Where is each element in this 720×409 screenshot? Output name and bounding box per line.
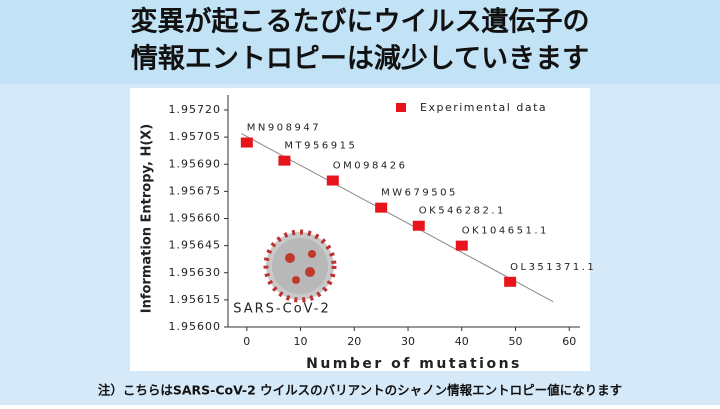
y-axis-label: Information Entropy, H(X) xyxy=(140,124,155,314)
x-tick-label: 30 xyxy=(401,335,415,348)
point-label: MN908947 xyxy=(247,123,321,134)
virus-spot xyxy=(308,250,316,258)
virus-spot xyxy=(292,276,300,284)
y-tick-label: 1.95720 xyxy=(169,103,222,116)
y-tick-label: 1.95690 xyxy=(169,157,222,170)
y-tick-label: 1.95645 xyxy=(169,239,222,252)
y-tick-label: 1.95630 xyxy=(169,266,222,279)
x-tick-label: 20 xyxy=(347,335,361,348)
point xyxy=(455,240,468,251)
footnote: 注）こちらはSARS-CoV-2 ウイルスのバリアントのシャノン情報エントロピー… xyxy=(98,383,622,398)
x-axis-label: Number of mutations xyxy=(306,356,522,372)
trend-line xyxy=(241,133,554,303)
legend-label: Experimental data xyxy=(420,101,547,114)
point xyxy=(412,220,425,231)
y-tick-label: 1.95660 xyxy=(169,212,222,225)
x-tick-label: 50 xyxy=(509,335,523,348)
virus-body xyxy=(272,238,328,294)
title-line: 情報エントロピーは減少していきます xyxy=(131,44,589,75)
point-label: MW679505 xyxy=(381,188,458,199)
point-label: OL351371.1 xyxy=(510,262,596,273)
annotation: SARS-CoV-2 xyxy=(233,302,331,317)
x-tick-label: 40 xyxy=(455,335,469,348)
point xyxy=(278,155,291,166)
legend-swatch xyxy=(396,103,406,112)
chart-panel xyxy=(130,88,590,371)
y-tick-label: 1.95675 xyxy=(169,184,222,197)
x-tick-label: 10 xyxy=(294,335,308,348)
point-label: OM098426 xyxy=(333,161,408,172)
virus-spot xyxy=(285,253,295,263)
point-label: OK104651.1 xyxy=(462,226,549,237)
title-line: 変異が起こるたびにウイルス遺伝子の xyxy=(131,6,590,38)
point xyxy=(504,276,517,287)
point-label: MT956915 xyxy=(284,141,357,152)
point xyxy=(240,137,253,148)
virus-spot xyxy=(305,267,315,277)
x-tick-label: 0 xyxy=(243,335,250,348)
y-tick-label: 1.95705 xyxy=(169,130,222,143)
header-band xyxy=(0,0,720,84)
point-label: OK546282.1 xyxy=(419,206,506,217)
y-tick-label: 1.95600 xyxy=(169,320,222,333)
y-tick-label: 1.95615 xyxy=(169,293,222,306)
virus-image xyxy=(263,229,337,303)
x-tick-label: 60 xyxy=(562,335,576,348)
point xyxy=(375,202,388,213)
point xyxy=(326,175,339,186)
